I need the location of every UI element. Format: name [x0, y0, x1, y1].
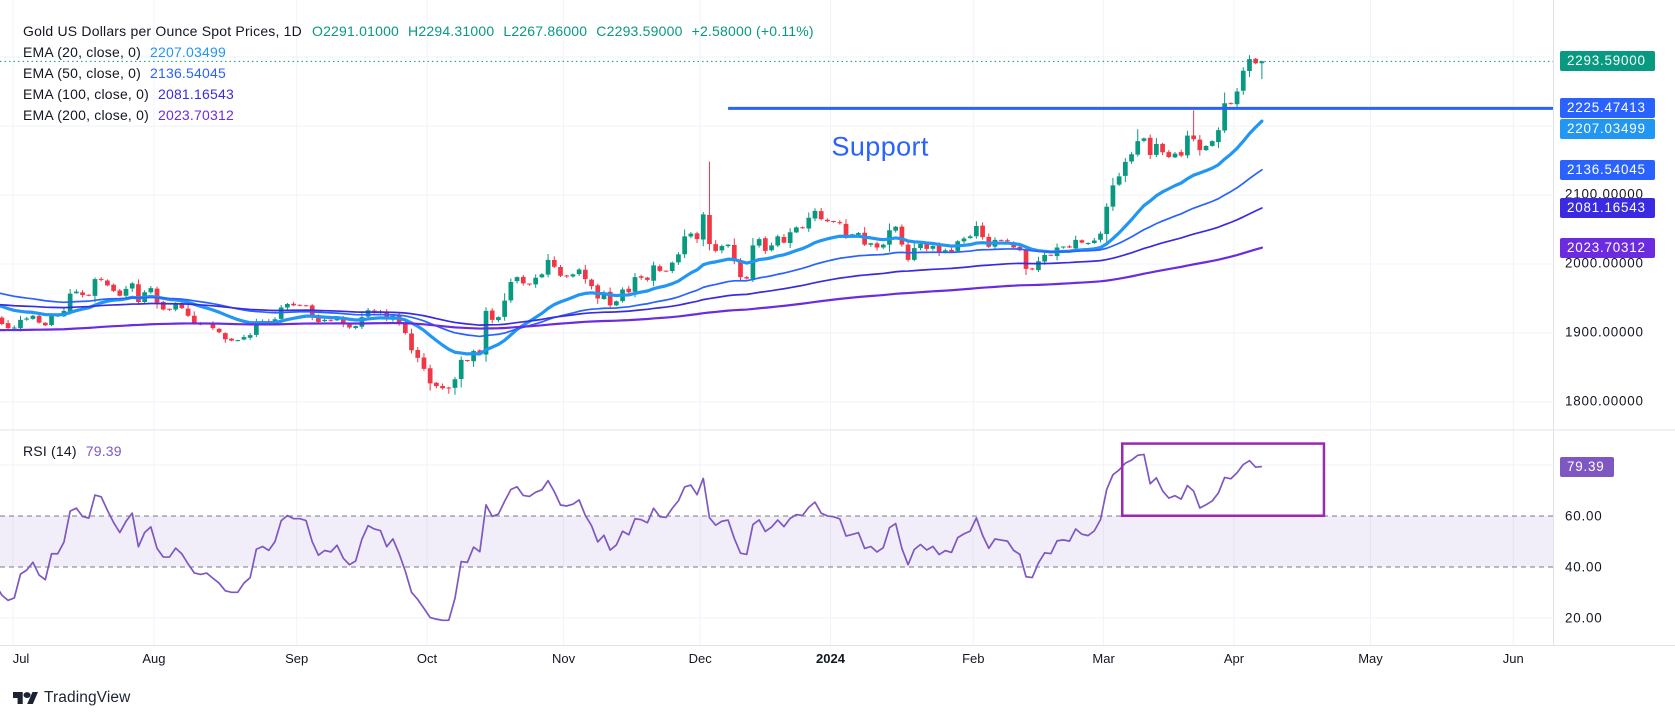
price-axis-badge: 2023.70312 [1560, 237, 1655, 258]
tradingview-brand-text: TradingView [44, 689, 131, 706]
symbol-row[interactable]: Gold US Dollars per Ounce Spot Prices, 1… [23, 21, 823, 42]
time-axis-label: Dec [688, 651, 712, 666]
footer: TradingView [0, 672, 1675, 718]
close-value: C2293.59000 [596, 23, 683, 39]
candle-bodies [0, 58, 1265, 389]
indicator-label: RSI (14) [23, 443, 77, 459]
time-axis-label: Sep [285, 651, 309, 666]
time-axis-label: Jun [1502, 651, 1524, 666]
price-axis-label: 2100.00000 [1565, 186, 1644, 202]
time-axis-label: Aug [142, 651, 166, 666]
ema-50-line [0, 168, 1263, 338]
time-axis-label: Apr [1223, 651, 1245, 666]
support-drawing-label[interactable]: Support [831, 131, 929, 162]
indicator-value: 79.39 [85, 443, 122, 459]
price-axis-badge: 2293.59000 [1560, 51, 1655, 72]
indicator-label: EMA (200, close, 0) [23, 107, 149, 123]
rsi-axis-label: 40.00 [1565, 559, 1603, 575]
indicator-value: 2136.54045 [149, 65, 226, 81]
rsi-band [0, 516, 1553, 567]
time-axis-label: Jul [12, 651, 30, 666]
low-value: L2267.86000 [503, 23, 588, 39]
price-axis-label: 1900.00000 [1565, 324, 1644, 340]
tradingview-logo-icon [13, 692, 38, 704]
time-axis-label: Feb [962, 651, 985, 666]
price-axis-badge: 2136.54045 [1560, 159, 1655, 180]
price-axis-badge: 2207.03499 [1560, 118, 1655, 139]
rsi-line [0, 453, 1262, 622]
price-axis-label: 1800.00000 [1565, 393, 1644, 409]
rsi-indicator-row[interactable]: RSI (14) 79.39 [23, 443, 122, 460]
rsi-axis-label: 60.00 [1565, 508, 1603, 524]
indicator-value: 2023.70312 [157, 107, 234, 123]
indicator-label: EMA (50, close, 0) [23, 65, 141, 81]
time-axis-label: Nov [552, 651, 576, 666]
ema-100-line [0, 207, 1263, 327]
rsi-axis-label: 20.00 [1565, 610, 1603, 626]
high-value: H2294.31000 [408, 23, 495, 39]
time-axis-label: Oct [416, 651, 438, 666]
open-value: O2291.01000 [311, 23, 400, 39]
rsi-axis-badge: 79.39 [1560, 456, 1614, 477]
ema-200-line [0, 246, 1263, 332]
indicator-value: 2207.03499 [149, 44, 226, 60]
ohlc-values: O2291.01000 H2294.31000 L2267.86000 C2293.5… [312, 23, 823, 39]
indicator-row-ema100[interactable]: EMA (100, close, 0) 2081.16543 [23, 84, 823, 105]
indicator-label: EMA (100, close, 0) [23, 86, 149, 102]
indicator-row-ema200[interactable]: EMA (200, close, 0) 2023.70312 [23, 105, 823, 126]
price-axis-badge: 2225.47413 [1560, 98, 1655, 119]
rsi-box-drawing[interactable] [1120, 442, 1326, 517]
price-axis-badge: 2081.16543 [1560, 197, 1655, 218]
indicator-row-ema20[interactable]: EMA (20, close, 0) 2207.03499 [23, 42, 823, 63]
time-axis-label: 2024 [816, 651, 845, 666]
time-axis-label: May [1358, 651, 1383, 666]
symbol-title[interactable]: Gold US Dollars per Ounce Spot Prices, 1… [23, 23, 302, 39]
legend: Gold US Dollars per Ounce Spot Prices, 1… [23, 21, 823, 126]
time-axis-label: Mar [1092, 651, 1115, 666]
indicator-label: EMA (20, close, 0) [23, 44, 141, 60]
indicator-value: 2081.16543 [157, 86, 234, 102]
change-value: +2.58000 (+0.11%) [691, 23, 814, 39]
chart-canvas[interactable] [0, 0, 1675, 672]
tradingview-link[interactable]: TradingView [13, 689, 130, 707]
price-axis-label: 2000.00000 [1565, 255, 1644, 271]
indicator-row-ema50[interactable]: EMA (50, close, 0) 2136.54045 [23, 63, 823, 84]
